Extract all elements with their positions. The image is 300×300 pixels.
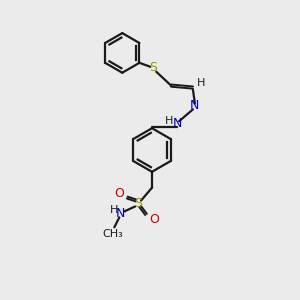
Text: O: O (149, 213, 159, 226)
Text: H: H (197, 78, 205, 88)
Text: N: N (190, 99, 200, 112)
Text: H: H (110, 206, 118, 215)
Text: O: O (114, 187, 124, 200)
Text: S: S (134, 197, 142, 210)
Text: N: N (172, 117, 182, 130)
Text: H: H (165, 116, 173, 126)
Text: CH₃: CH₃ (102, 229, 123, 239)
Text: S: S (149, 61, 157, 74)
Text: N: N (116, 207, 125, 220)
